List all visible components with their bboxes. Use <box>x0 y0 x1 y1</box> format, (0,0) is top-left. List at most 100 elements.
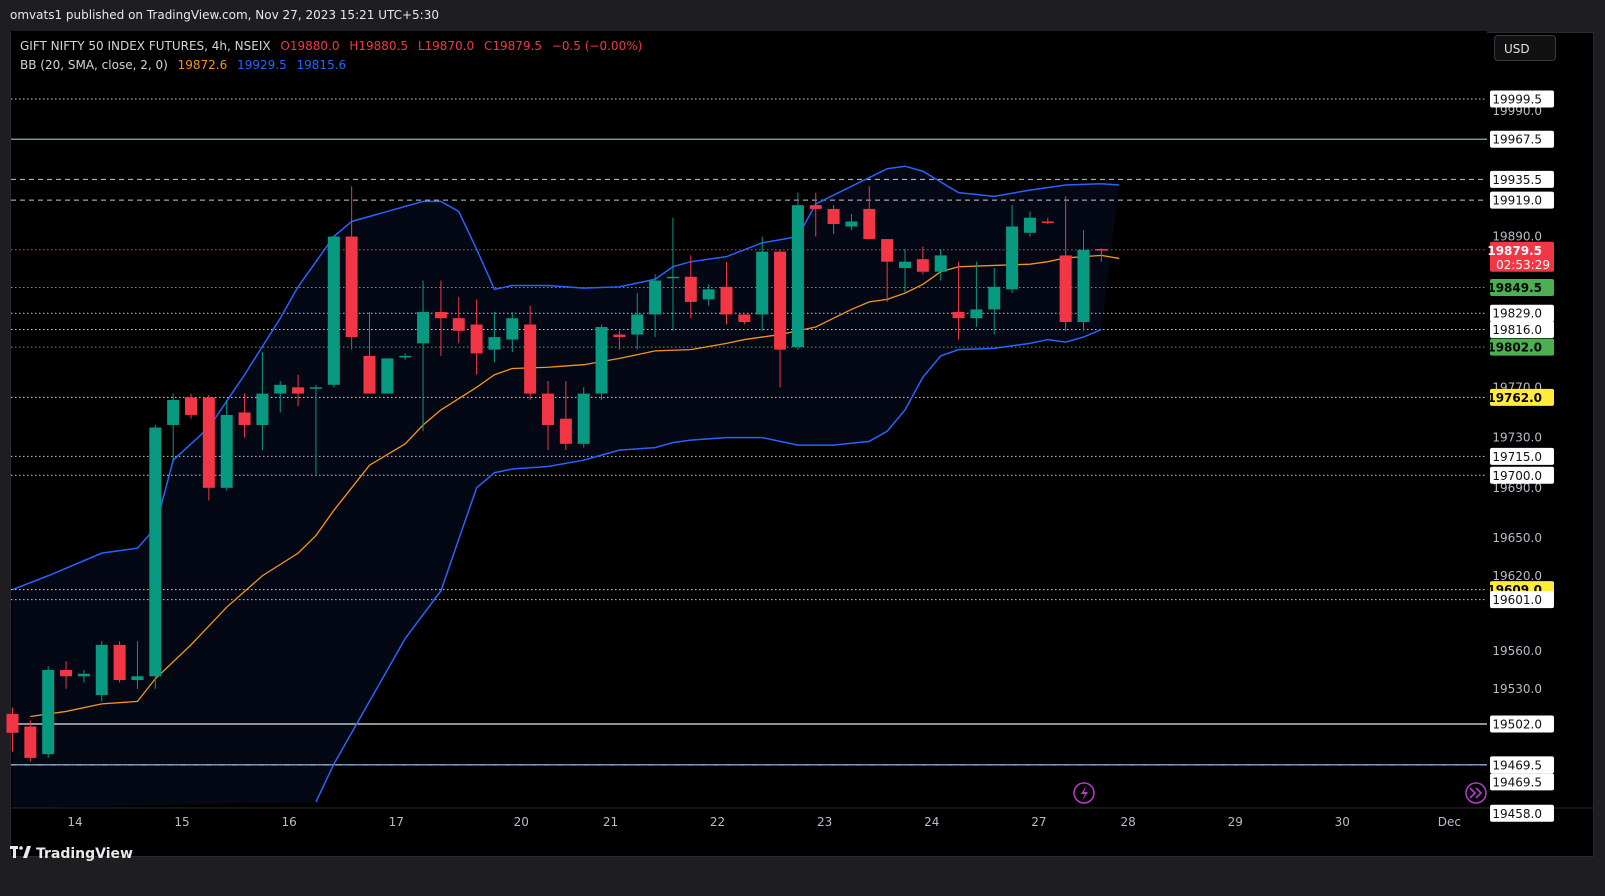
time-axis-area <box>11 808 1487 836</box>
candle-body <box>60 669 73 677</box>
high-value: H19880.5 <box>349 39 408 53</box>
time-tick-label: 28 <box>1120 815 1135 829</box>
price-tag <box>1490 466 1554 484</box>
time-tick-label: 16 <box>282 815 297 829</box>
bb-upper-value: 19929.5 <box>237 58 287 72</box>
fast-forward-glyph <box>1469 787 1483 799</box>
price-tag-label: 19502.0 <box>1492 718 1542 732</box>
price-tick-label: 19620.0 <box>1492 569 1542 583</box>
price-tag <box>1490 170 1554 188</box>
candle-body <box>720 286 733 315</box>
candle-body <box>452 318 465 331</box>
time-tick-label: 20 <box>514 815 529 829</box>
time-tick-label: 30 <box>1335 815 1350 829</box>
price-tag <box>1490 447 1554 465</box>
candle-body <box>256 393 269 426</box>
price-tag-label: 19715.0 <box>1492 450 1542 464</box>
candle-body <box>631 314 644 335</box>
candle-body <box>970 309 983 319</box>
candle-body <box>309 387 322 389</box>
candle-body <box>738 314 751 322</box>
price-tag-label: 19879.5 <box>1487 244 1542 258</box>
bb-lower-line <box>315 328 1102 803</box>
fast-forward-icon[interactable] <box>1465 782 1487 804</box>
price-tag-label: 19469.5 <box>1492 775 1542 789</box>
candle-body <box>1023 217 1036 233</box>
price-tick-label: 19690.0 <box>1492 481 1542 495</box>
price-tag <box>1490 756 1554 774</box>
time-tick-label: 29 <box>1228 815 1243 829</box>
time-tick-label: 14 <box>67 815 82 829</box>
price-tick-label: 19530.0 <box>1492 682 1542 696</box>
candle-body <box>77 673 90 677</box>
price-tag <box>1490 773 1554 791</box>
lightning-icon[interactable] <box>1073 782 1095 804</box>
time-tick-label: 23 <box>817 815 832 829</box>
price-tag <box>1490 241 1554 272</box>
published-info: omvats1 published on TradingView.com, No… <box>10 8 439 22</box>
countdown-label: 02:53:29 <box>1496 258 1550 272</box>
price-tag-label: 19469.5 <box>1492 758 1542 772</box>
candle-body <box>542 393 554 426</box>
price-tag-label: 19849.5 <box>1487 281 1542 295</box>
price-tag-label: 19829.0 <box>1492 307 1542 321</box>
price-tag-label: 19919.0 <box>1492 194 1542 208</box>
candle-body <box>684 276 697 302</box>
tradingview-logo-icon <box>10 846 32 862</box>
candle-body <box>470 324 483 354</box>
candle-body <box>1006 226 1019 290</box>
candle-body <box>559 418 572 444</box>
candle-body <box>345 236 358 338</box>
price-tag <box>1490 90 1554 108</box>
bb-label[interactable]: BB (20, SMA, close, 2, 0) <box>20 58 168 72</box>
price-tick-label: 19650.0 <box>1492 531 1542 545</box>
change-value: −0.5 (−0.00%) <box>551 39 643 53</box>
candle-body <box>577 393 590 444</box>
lightning-glyph <box>1081 786 1088 801</box>
time-tick-label: 22 <box>710 815 725 829</box>
candle-body <box>292 387 305 394</box>
time-tick-label: 27 <box>1031 815 1046 829</box>
candle-body <box>202 397 215 488</box>
symbol-name[interactable]: GIFT NIFTY 50 INDEX FUTURES, 4h, NSEIX <box>20 39 271 53</box>
candle-body <box>988 286 1001 310</box>
candle-body <box>702 289 715 300</box>
brand-label: TradingView <box>36 846 133 862</box>
top-bar: omvats1 published on TradingView.com, No… <box>0 0 1605 32</box>
candle-body <box>649 280 662 315</box>
price-tag <box>1490 591 1554 609</box>
price-tick-label: 19560.0 <box>1492 644 1542 658</box>
candle-body <box>363 355 376 394</box>
price-tag <box>1490 388 1554 406</box>
close-value: C19879.5 <box>483 39 542 53</box>
candle-body <box>220 414 233 488</box>
candle-body <box>595 327 608 394</box>
price-tag-label: 19762.0 <box>1487 391 1542 405</box>
price-tag-label: 19601.0 <box>1492 593 1542 607</box>
candle-body <box>934 255 947 272</box>
bb-band-fill <box>12 166 1120 808</box>
candle-body <box>524 324 537 394</box>
tradingview-brand: TradingView <box>10 846 133 862</box>
price-tag <box>1490 804 1554 822</box>
candle-body <box>881 239 894 262</box>
price-tag <box>1490 715 1554 733</box>
price-tag-label: 19700.0 <box>1492 469 1542 483</box>
plot-top-edge <box>11 31 1487 33</box>
time-tick-label: 21 <box>603 815 618 829</box>
price-tag-label: 19935.5 <box>1492 173 1542 187</box>
candle-body <box>95 644 108 696</box>
currency-button[interactable]: USD <box>1494 35 1556 61</box>
price-tick-label: 19890.0 <box>1492 230 1542 244</box>
candle-body <box>167 399 180 426</box>
time-tick-label: 17 <box>389 815 404 829</box>
candle-body <box>24 726 37 758</box>
candle-body <box>131 676 144 681</box>
candle-body <box>756 251 769 315</box>
candle-body <box>952 311 965 319</box>
candle-body <box>863 208 876 240</box>
candle-body <box>916 259 929 272</box>
candle-body <box>149 427 162 677</box>
time-tick-label: 24 <box>924 815 939 829</box>
